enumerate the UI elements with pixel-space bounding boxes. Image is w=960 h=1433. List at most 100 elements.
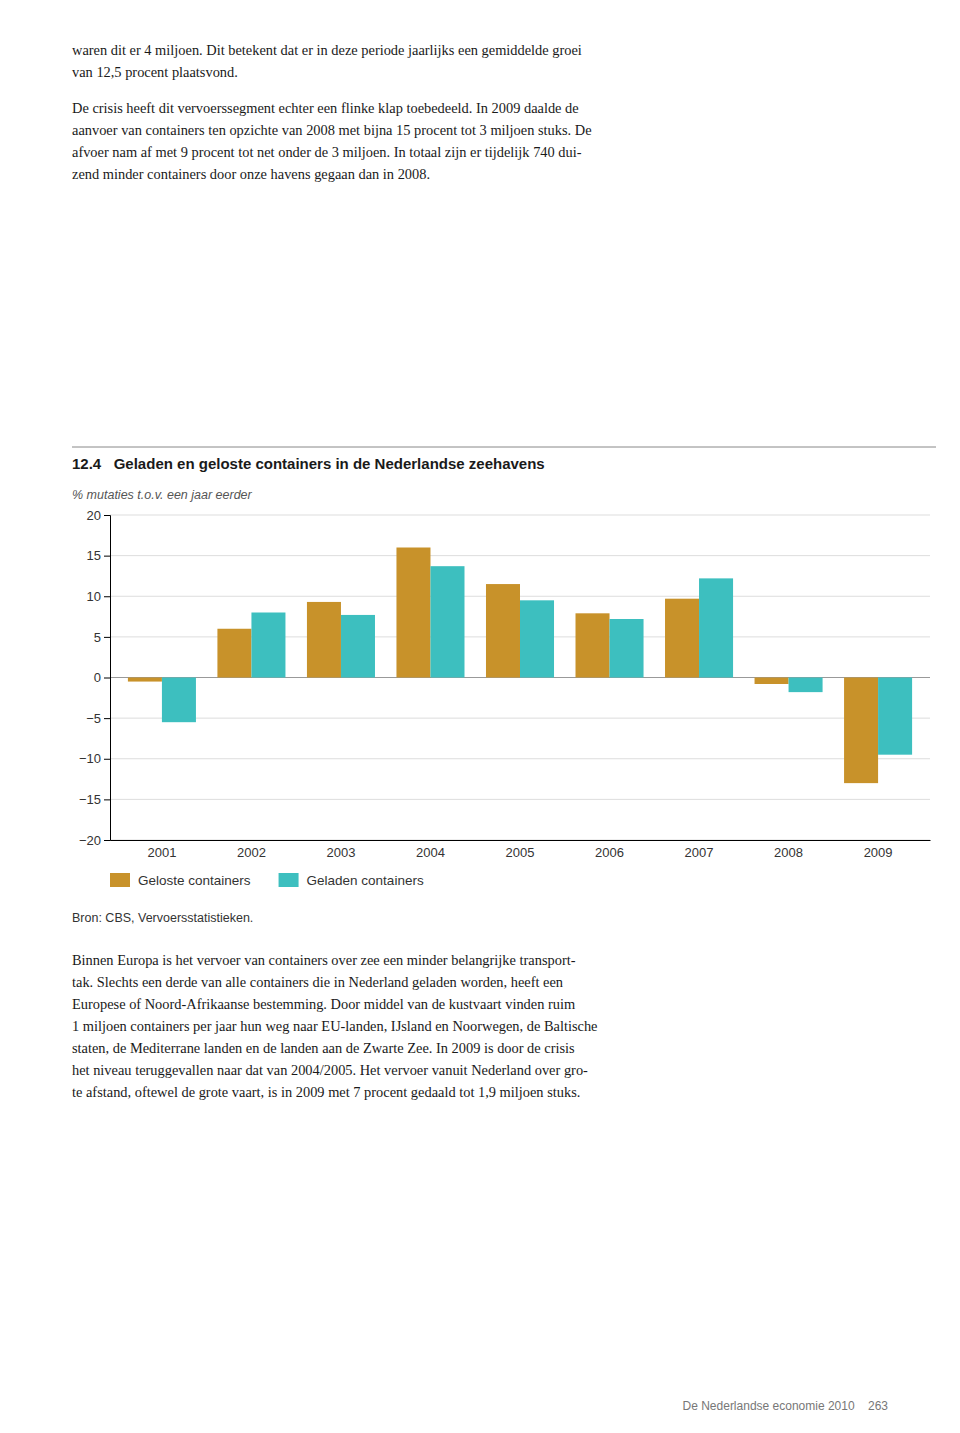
y-axis-label: % mutaties t.o.v. een jaar eerder — [72, 488, 253, 502]
x-tick-label: 2007 — [685, 845, 714, 860]
x-tick-label: 2001 — [147, 845, 176, 860]
bar — [341, 615, 375, 678]
bar — [396, 548, 430, 678]
body-paragraph: tak. Slechts een derde van alle containe… — [72, 974, 563, 990]
x-tick: 2002 — [237, 845, 266, 860]
grid — [110, 515, 930, 840]
bar — [576, 613, 610, 677]
x-tick: 2007 — [685, 845, 714, 860]
x-tick: 2003 — [326, 845, 355, 860]
bar — [486, 584, 520, 677]
x-tick: 2008 — [774, 845, 803, 860]
y-tick-mark — [104, 515, 110, 516]
x-tick: 2001 — [147, 845, 176, 860]
grid-line — [110, 718, 930, 719]
body-paragraph: staten, de Mediterrane landen en de land… — [72, 1040, 575, 1056]
header-paragraph: zend minder containers door onze havens … — [72, 166, 430, 182]
header-paragraph: De crisis heeft dit vervoerssegment echt… — [72, 100, 579, 116]
axis-domain — [104, 516, 111, 841]
legend: Geloste containers Geladen containers — [110, 873, 424, 888]
header-paragraph: waren dit er 4 miljoen. Dit betekent dat… — [72, 42, 582, 58]
y-tick-label: −10 — [79, 751, 101, 766]
grid-line — [110, 555, 930, 556]
legend-swatch — [110, 873, 130, 887]
grid-line — [110, 840, 930, 841]
chart-title: 12.4 Geladen en geloste containers in de… — [72, 455, 545, 472]
bar — [878, 678, 912, 755]
source: Bron: CBS, Vervoersstatistieken. — [72, 911, 253, 925]
y-tick-mark — [104, 840, 110, 841]
bar — [844, 678, 878, 784]
y-tick: −10 — [79, 751, 110, 766]
y-tick-mark — [104, 759, 110, 760]
header-paragraph: van 12,5 procent plaatsvond. — [72, 64, 238, 80]
y-tick-mark — [104, 799, 110, 800]
grid-line — [110, 758, 930, 759]
y-tick: 0 — [94, 670, 110, 685]
y-tick-label: 15 — [87, 548, 101, 563]
x-tick-label: 2002 — [237, 845, 266, 860]
bar — [217, 629, 251, 678]
y-tick-mark — [104, 718, 110, 719]
grid-line — [110, 799, 930, 800]
bar — [128, 678, 162, 682]
grid-line — [110, 515, 930, 516]
y-tick-label: −5 — [86, 711, 101, 726]
y-tick: −5 — [86, 711, 110, 726]
legend-label: Geloste containers — [138, 873, 251, 888]
axis-domain — [111, 840, 931, 841]
page: waren dit er 4 miljoen. Dit betekent dat… — [0, 0, 960, 1433]
x-tick: 2004 — [416, 845, 445, 860]
y-tick-label: 5 — [94, 630, 101, 645]
bar — [665, 599, 699, 678]
bar — [430, 566, 464, 677]
body-paragraph: te afstand, oftewel de grote vaart, is i… — [72, 1084, 580, 1100]
bar — [251, 613, 285, 678]
y-tick-label: −15 — [79, 792, 101, 807]
page-footer: De Nederlandse economie 2010 263 — [683, 1399, 889, 1413]
bar — [699, 578, 733, 677]
bar — [162, 678, 196, 723]
bar — [307, 602, 341, 678]
y-tick-mark — [104, 678, 110, 679]
body-paragraph: Binnen Europa is het vervoer van contain… — [72, 952, 576, 968]
y-tick: 20 — [87, 508, 110, 523]
body-paragraph: het niveau teruggevallen naar dat van 20… — [72, 1062, 588, 1078]
legend-item: Geladen containers — [279, 873, 424, 888]
x-tick: 2009 — [864, 845, 893, 860]
y-tick-mark — [104, 637, 110, 638]
legend-swatch — [279, 873, 299, 887]
y-tick: −15 — [79, 792, 110, 807]
y-tick-label: −20 — [79, 833, 101, 848]
x-tick-label: 2006 — [595, 845, 624, 860]
y-tick: −20 — [79, 833, 110, 848]
y-tick-label: 10 — [87, 589, 101, 604]
y-tick-label: 0 — [94, 670, 101, 685]
x-tick-label: 2009 — [864, 845, 893, 860]
x-tick-label: 2003 — [326, 845, 355, 860]
title-rule — [72, 447, 936, 448]
body-paragraph: 1 miljoen containers per jaar hun weg na… — [72, 1018, 597, 1034]
y-axis: −20 −15 −10 −5 0 5 10 15 20 — [79, 508, 111, 848]
x-tick-label: 2008 — [774, 845, 803, 860]
x-tick: 2006 — [595, 845, 624, 860]
y-tick-mark — [104, 556, 110, 557]
plot — [110, 515, 930, 840]
bar — [520, 600, 554, 677]
body-paragraph: Europese of Noord-Afrikaanse bestemming.… — [72, 996, 575, 1012]
y-tick: 5 — [94, 630, 110, 645]
bar — [789, 678, 823, 693]
y-tick-mark — [104, 596, 110, 597]
y-tick: 15 — [87, 548, 110, 563]
legend-label: Geladen containers — [307, 873, 424, 888]
header-paragraph: afvoer nam af met 9 procent tot net onde… — [72, 144, 582, 160]
y-tick: 10 — [87, 589, 110, 604]
x-axis: 2001 2002 2003 2004 2005 2006 2007 2008 2009 — [111, 841, 931, 861]
header-paragraph: aanvoer van containers ten opzichte van … — [72, 122, 592, 138]
y-tick-label: 20 — [87, 508, 101, 523]
x-tick-label: 2005 — [506, 845, 535, 860]
bar-series — [162, 566, 912, 755]
bar — [610, 619, 644, 678]
bars — [128, 548, 912, 784]
x-tick-label: 2004 — [416, 845, 445, 860]
